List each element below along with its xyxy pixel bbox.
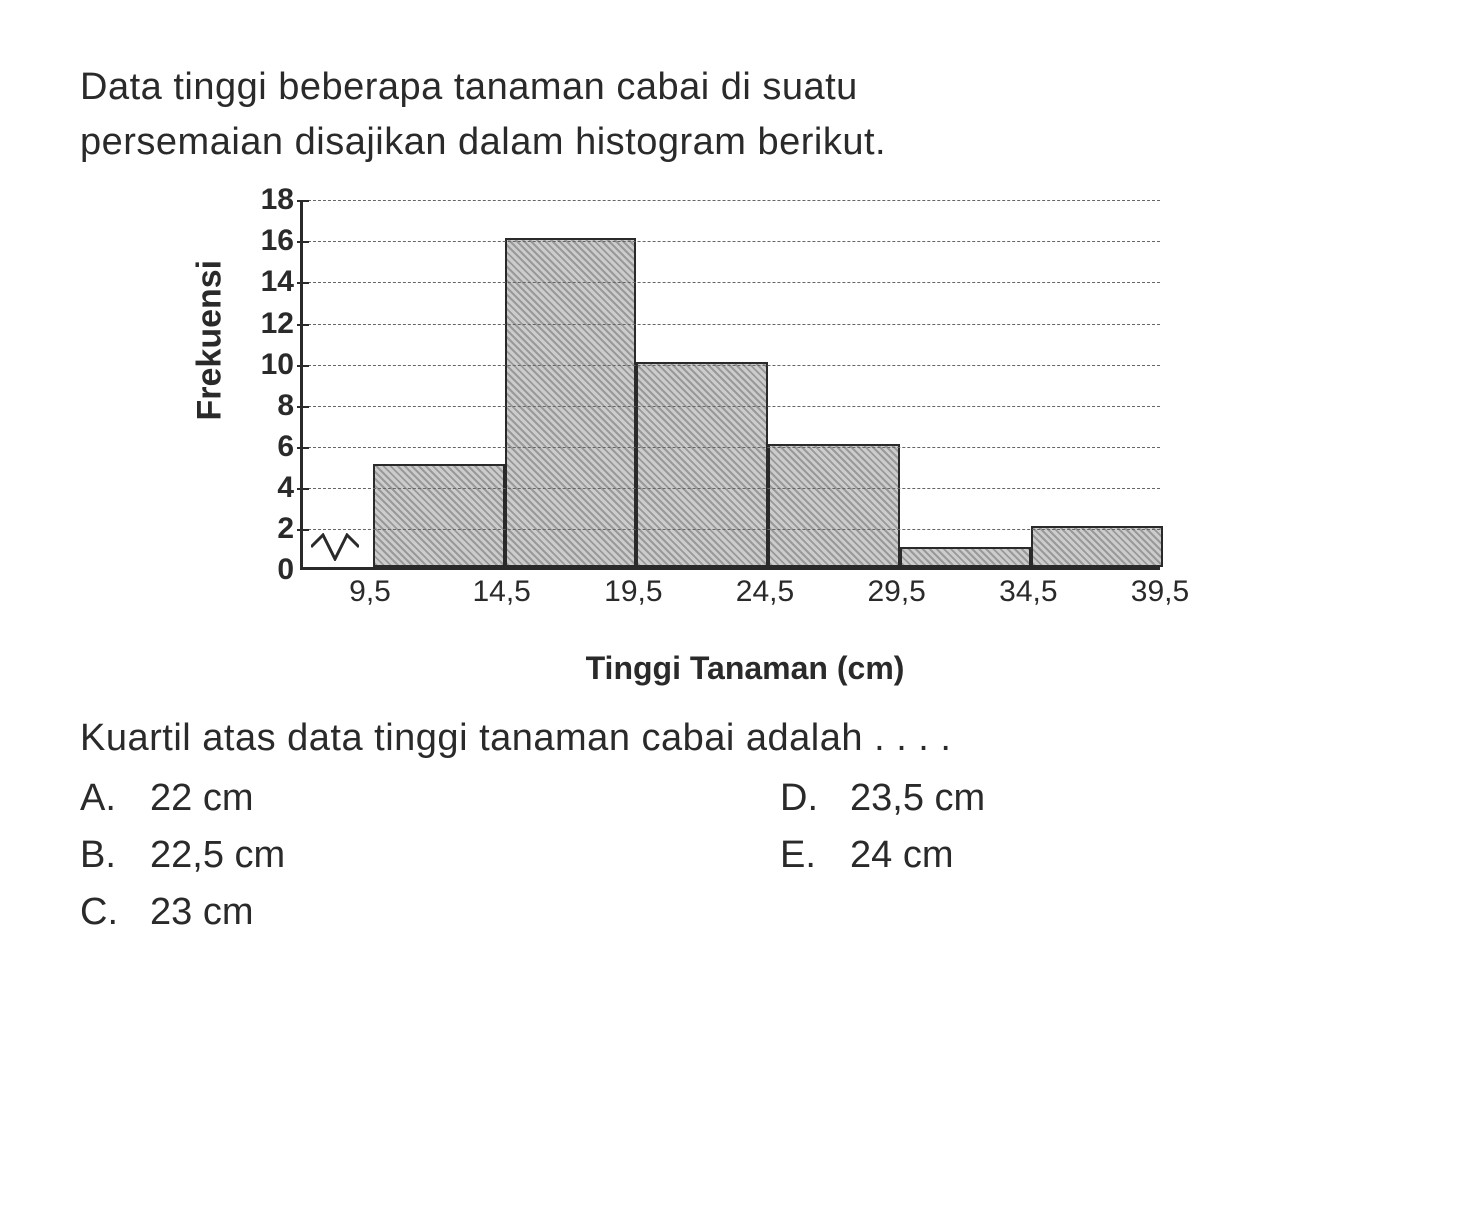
option-a: A. 22 cm bbox=[80, 770, 780, 827]
ytick-mark bbox=[297, 447, 309, 449]
bars-container bbox=[303, 200, 1160, 567]
xtick-label: 34,5 bbox=[999, 575, 1057, 609]
grid-line bbox=[303, 488, 1160, 489]
subquestion-text: Kuartil atas data tinggi tanaman cabai a… bbox=[80, 717, 1390, 760]
grid-line bbox=[303, 406, 1160, 407]
ytick-mark bbox=[297, 406, 309, 408]
bar bbox=[1031, 526, 1163, 567]
answer-options: A. 22 cm B. 22,5 cm C. 23 cm D. 23,5 cm … bbox=[80, 770, 1390, 941]
ytick-label: 12 bbox=[234, 307, 294, 341]
ytick-label: 0 bbox=[234, 553, 294, 587]
bar bbox=[900, 547, 1032, 568]
question-text: Data tinggi beberapa tanaman cabai di su… bbox=[80, 60, 1390, 170]
ytick-mark bbox=[297, 241, 309, 243]
grid-line bbox=[303, 447, 1160, 448]
option-letter: B. bbox=[80, 827, 150, 884]
grid-line bbox=[303, 200, 1160, 201]
xtick-label: 24,5 bbox=[736, 575, 794, 609]
ytick-mark bbox=[297, 488, 309, 490]
bar bbox=[636, 362, 768, 568]
grid-line bbox=[303, 529, 1160, 530]
ytick-label: 4 bbox=[234, 471, 294, 505]
ytick-mark bbox=[297, 365, 309, 367]
ytick-mark bbox=[297, 529, 309, 531]
question-line1: Data tinggi beberapa tanaman cabai di su… bbox=[80, 66, 858, 108]
ytick-label: 16 bbox=[234, 224, 294, 258]
xtick-label: 29,5 bbox=[867, 575, 925, 609]
chart-area: 0246810121416189,514,519,524,529,534,539… bbox=[230, 200, 1170, 600]
ytick-label: 10 bbox=[234, 348, 294, 382]
ytick-mark bbox=[297, 282, 309, 284]
x-axis-label: Tinggi Tanaman (cm) bbox=[260, 650, 1230, 687]
bar bbox=[505, 238, 637, 567]
option-b: B. 22,5 cm bbox=[80, 827, 780, 884]
option-value: 23,5 cm bbox=[850, 770, 985, 827]
option-letter: D. bbox=[780, 770, 850, 827]
plot-region bbox=[300, 200, 1160, 570]
option-c: C. 23 cm bbox=[80, 884, 780, 941]
ytick-mark bbox=[297, 200, 309, 202]
xtick-label: 19,5 bbox=[604, 575, 662, 609]
option-value: 24 cm bbox=[850, 827, 953, 884]
grid-line bbox=[303, 365, 1160, 366]
y-axis-label: Frekuensi bbox=[191, 380, 230, 420]
bar bbox=[768, 444, 900, 567]
grid-line bbox=[303, 241, 1160, 242]
ytick-label: 14 bbox=[234, 265, 294, 299]
option-value: 22 cm bbox=[150, 770, 253, 827]
option-d: D. 23,5 cm bbox=[780, 770, 985, 827]
ytick-label: 8 bbox=[234, 389, 294, 423]
option-letter: A. bbox=[80, 770, 150, 827]
histogram-chart: Frekuensi 0246810121416189,514,519,524,5… bbox=[190, 200, 1230, 687]
bar bbox=[373, 464, 505, 567]
question-line2: persemaian disajikan dalam histogram ber… bbox=[80, 121, 886, 163]
ytick-label: 6 bbox=[234, 430, 294, 464]
ytick-mark bbox=[297, 324, 309, 326]
option-letter: E. bbox=[780, 827, 850, 884]
option-letter: C. bbox=[80, 884, 150, 941]
xtick-label: 14,5 bbox=[472, 575, 530, 609]
xtick-label: 39,5 bbox=[1131, 575, 1189, 609]
grid-line bbox=[303, 324, 1160, 325]
ytick-label: 2 bbox=[234, 512, 294, 546]
option-value: 22,5 cm bbox=[150, 827, 285, 884]
xtick-label: 9,5 bbox=[349, 575, 391, 609]
grid-line bbox=[303, 282, 1160, 283]
option-e: E. 24 cm bbox=[780, 827, 985, 884]
axis-break-icon bbox=[311, 533, 359, 569]
option-value: 23 cm bbox=[150, 884, 253, 941]
ytick-label: 18 bbox=[234, 183, 294, 217]
